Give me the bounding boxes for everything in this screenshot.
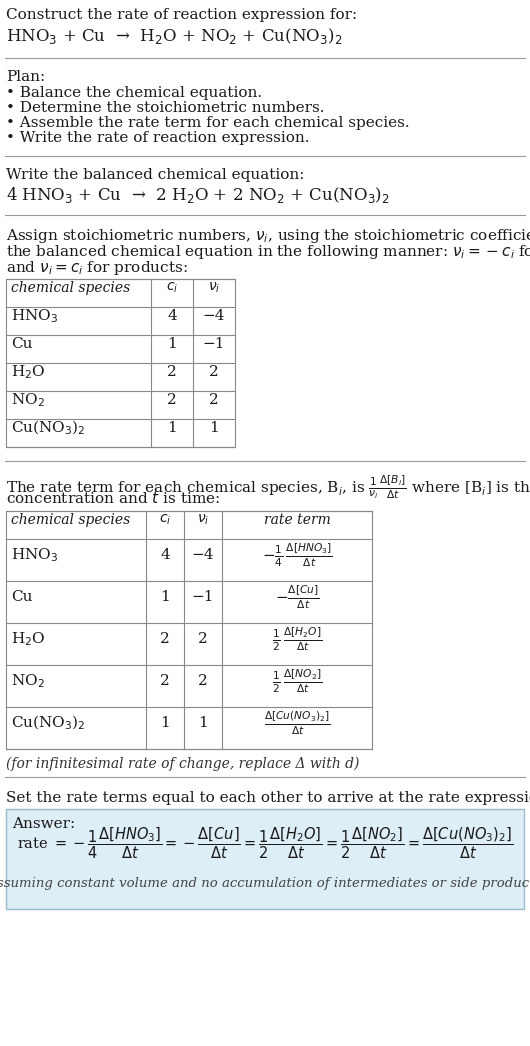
- Text: 1: 1: [160, 590, 170, 604]
- Text: • Write the rate of reaction expression.: • Write the rate of reaction expression.: [6, 131, 310, 145]
- Text: rate term: rate term: [263, 513, 330, 527]
- Text: H$_2$O: H$_2$O: [11, 363, 46, 381]
- Text: the balanced chemical equation in the following manner: $\nu_i = -c_i$ for react: the balanced chemical equation in the fo…: [6, 243, 530, 262]
- Text: 2: 2: [160, 674, 170, 688]
- Text: HNO$_3$ + Cu  →  H$_2$O + NO$_2$ + Cu(NO$_3$)$_2$: HNO$_3$ + Cu → H$_2$O + NO$_2$ + Cu(NO$_…: [6, 26, 342, 46]
- FancyBboxPatch shape: [6, 809, 524, 909]
- Text: 2: 2: [167, 393, 177, 407]
- Text: 2: 2: [160, 632, 170, 646]
- Text: 2: 2: [167, 365, 177, 379]
- Text: $\frac{\Delta[Cu(NO_3)_2]}{\Delta t}$: $\frac{\Delta[Cu(NO_3)_2]}{\Delta t}$: [263, 709, 330, 736]
- Text: • Determine the stoichiometric numbers.: • Determine the stoichiometric numbers.: [6, 101, 324, 115]
- Text: 1: 1: [167, 420, 177, 435]
- Text: 2: 2: [198, 632, 208, 646]
- Text: −4: −4: [192, 548, 214, 562]
- Bar: [6, 511, 372, 749]
- Text: The rate term for each chemical species, B$_i$, is $\frac{1}{\nu_i}\frac{\Delta[: The rate term for each chemical species,…: [6, 473, 530, 501]
- Text: HNO$_3$: HNO$_3$: [11, 308, 58, 325]
- Text: −1: −1: [192, 590, 214, 604]
- Text: Cu(NO$_3$)$_2$: Cu(NO$_3$)$_2$: [11, 418, 85, 437]
- Text: $-\frac{1}{4}\,\frac{\Delta[HNO_3]}{\Delta t}$: $-\frac{1}{4}\,\frac{\Delta[HNO_3]}{\Del…: [262, 541, 332, 569]
- Text: $c_i$: $c_i$: [166, 280, 178, 295]
- Text: Cu: Cu: [11, 337, 32, 351]
- Text: Cu(NO$_3$)$_2$: Cu(NO$_3$)$_2$: [11, 713, 85, 732]
- Text: 1: 1: [167, 337, 177, 351]
- Text: NO$_2$: NO$_2$: [11, 391, 45, 409]
- Text: Answer:: Answer:: [12, 817, 75, 831]
- Text: • Assemble the rate term for each chemical species.: • Assemble the rate term for each chemic…: [6, 116, 410, 130]
- Text: 4: 4: [167, 309, 177, 323]
- Text: $\frac{1}{2}\,\frac{\Delta[NO_2]}{\Delta t}$: $\frac{1}{2}\,\frac{\Delta[NO_2]}{\Delta…: [272, 667, 322, 695]
- Text: Cu: Cu: [11, 590, 32, 604]
- Text: chemical species: chemical species: [11, 513, 130, 527]
- Text: 1: 1: [209, 420, 219, 435]
- Text: NO$_2$: NO$_2$: [11, 673, 45, 690]
- Text: 2: 2: [198, 674, 208, 688]
- Text: 4 HNO$_3$ + Cu  →  2 H$_2$O + 2 NO$_2$ + Cu(NO$_3$)$_2$: 4 HNO$_3$ + Cu → 2 H$_2$O + 2 NO$_2$ + C…: [6, 185, 390, 205]
- Text: 2: 2: [209, 393, 219, 407]
- Text: −1: −1: [203, 337, 225, 351]
- Text: 1: 1: [160, 717, 170, 730]
- Text: • Balance the chemical equation.: • Balance the chemical equation.: [6, 86, 262, 100]
- Text: and $\nu_i = c_i$ for products:: and $\nu_i = c_i$ for products:: [6, 259, 188, 277]
- Text: Set the rate terms equal to each other to arrive at the rate expression:: Set the rate terms equal to each other t…: [6, 791, 530, 805]
- Bar: [6, 279, 235, 447]
- Text: $\nu_i$: $\nu_i$: [208, 280, 220, 295]
- Text: $-\frac{\Delta[Cu]}{\Delta t}$: $-\frac{\Delta[Cu]}{\Delta t}$: [275, 584, 319, 611]
- Text: (for infinitesimal rate of change, replace Δ with d): (for infinitesimal rate of change, repla…: [6, 757, 359, 771]
- Text: $c_i$: $c_i$: [159, 513, 171, 527]
- Text: Assign stoichiometric numbers, $\nu_i$, using the stoichiometric coefficients, $: Assign stoichiometric numbers, $\nu_i$, …: [6, 227, 530, 245]
- Text: 4: 4: [160, 548, 170, 562]
- Text: (assuming constant volume and no accumulation of intermediates or side products): (assuming constant volume and no accumul…: [0, 877, 530, 890]
- Text: chemical species: chemical species: [11, 281, 130, 295]
- Text: H$_2$O: H$_2$O: [11, 630, 46, 647]
- Text: $\frac{1}{2}\,\frac{\Delta[H_2O]}{\Delta t}$: $\frac{1}{2}\,\frac{\Delta[H_2O]}{\Delta…: [272, 626, 322, 653]
- Text: Construct the rate of reaction expression for:: Construct the rate of reaction expressio…: [6, 8, 357, 22]
- Text: 1: 1: [198, 717, 208, 730]
- Text: rate $= -\dfrac{1}{4}\dfrac{\Delta[HNO_3]}{\Delta t} = -\dfrac{\Delta[Cu]}{\Delt: rate $= -\dfrac{1}{4}\dfrac{\Delta[HNO_3…: [17, 825, 513, 861]
- Text: $\nu_i$: $\nu_i$: [197, 513, 209, 527]
- Text: −4: −4: [203, 309, 225, 323]
- Text: Write the balanced chemical equation:: Write the balanced chemical equation:: [6, 168, 305, 182]
- Text: concentration and $t$ is time:: concentration and $t$ is time:: [6, 490, 220, 506]
- Text: HNO$_3$: HNO$_3$: [11, 546, 58, 564]
- Text: Plan:: Plan:: [6, 70, 45, 84]
- Text: 2: 2: [209, 365, 219, 379]
